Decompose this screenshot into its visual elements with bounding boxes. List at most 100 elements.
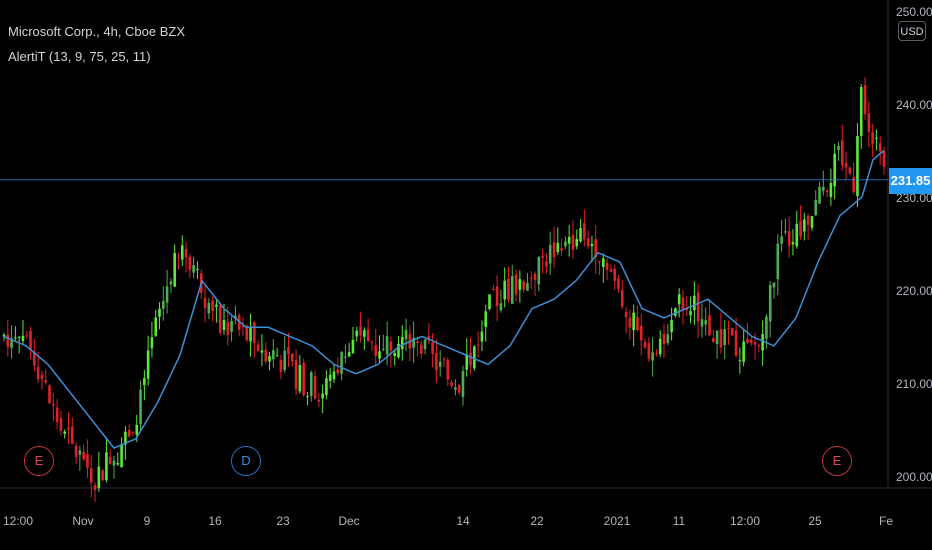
candle-body [321, 393, 324, 399]
candle-body [404, 329, 408, 340]
moving-average-line [3, 149, 885, 450]
candle-body [382, 348, 385, 350]
candle-body [681, 297, 685, 310]
candle-body [719, 328, 723, 348]
candle-body [290, 353, 294, 362]
candle-body [313, 376, 317, 399]
candle-body [135, 424, 139, 435]
candle-body [143, 378, 146, 386]
candle-body [374, 345, 378, 356]
candle-body [768, 285, 772, 322]
candle-body [564, 241, 567, 247]
dividend-event-marker[interactable]: D [231, 446, 261, 476]
candle-body [772, 282, 776, 288]
candle-body [571, 234, 575, 250]
time-axis: 12:00 Nov 9 16 23 Dec 14 22 2021 11 12:00 25 Fe [3, 514, 893, 528]
candle-body [378, 351, 381, 359]
candle-body [822, 187, 825, 191]
candle-body [55, 407, 59, 423]
candle-body [82, 451, 85, 460]
candle-body [666, 334, 670, 343]
candle-body [389, 341, 393, 351]
candle-body [196, 268, 199, 270]
candle-body [120, 444, 123, 468]
candle-body [651, 352, 654, 361]
candle-body [859, 87, 863, 136]
candle-body [784, 231, 787, 233]
candle-body [613, 268, 616, 281]
candle-body [173, 253, 176, 287]
x-tick-label: Fe [879, 514, 893, 528]
candle-body [689, 311, 692, 316]
candle-body [272, 350, 275, 360]
symbol-legend[interactable]: Microsoft Corp., 4h, Cboe BZX [8, 24, 186, 39]
candle-body [454, 387, 457, 390]
candle-body [806, 215, 810, 225]
candle-body [609, 269, 613, 272]
candle-body [347, 352, 351, 357]
candle-body [712, 338, 715, 343]
candle-body [150, 337, 154, 349]
candle-body [385, 336, 389, 355]
x-tick-label: 11 [673, 514, 686, 528]
candle-body [658, 338, 662, 355]
candle-body [636, 316, 639, 331]
candle-body [14, 337, 17, 339]
candle-body [116, 462, 120, 465]
candle-body [492, 289, 495, 291]
candle-body [450, 382, 453, 387]
candle-body [590, 243, 594, 247]
candle-body [620, 290, 624, 307]
candle-body [579, 228, 582, 242]
x-tick-label: 2021 [604, 514, 631, 528]
candle-body [844, 163, 848, 168]
candle-body [867, 113, 871, 132]
candle-body [708, 315, 711, 336]
candle-body [624, 311, 628, 318]
candle-body [727, 327, 730, 329]
currency-button[interactable]: USD [898, 21, 926, 41]
candle-body [264, 349, 268, 362]
earnings-event-marker[interactable]: E [24, 446, 54, 476]
y-tick-label: 210.00 [896, 377, 932, 391]
candle-body [93, 485, 97, 491]
candle-body [207, 302, 211, 314]
candle-body [639, 325, 643, 341]
candle-body [560, 248, 563, 251]
candle-body [469, 352, 472, 366]
candle-body [423, 339, 427, 350]
x-tick-label: Dec [338, 514, 359, 528]
candle-body [795, 223, 799, 247]
candle-body [803, 219, 806, 232]
candle-body [325, 378, 328, 396]
indicator-legend[interactable]: AlertiT (13, 9, 75, 25, 11) [8, 49, 151, 64]
candle-body [776, 243, 780, 280]
candle-body [814, 200, 818, 216]
candle-body [332, 371, 336, 380]
candle-body [52, 404, 55, 406]
candle-body [351, 339, 355, 353]
candle-body [567, 236, 571, 244]
candle-body [400, 336, 404, 350]
candle-body [598, 260, 601, 262]
candle-body [674, 308, 677, 316]
candle-body [33, 351, 36, 366]
candle-body [59, 418, 63, 431]
candle-body [165, 286, 169, 303]
candle-body [25, 335, 29, 337]
candle-body [317, 400, 321, 402]
candle-body [131, 432, 135, 434]
candle-body [245, 325, 249, 340]
earnings-event-marker[interactable]: E [822, 446, 852, 476]
candle-body [461, 371, 465, 398]
candle-body [74, 445, 78, 457]
candle-body [438, 361, 442, 367]
candle-body [510, 275, 514, 304]
candle-body [344, 356, 347, 358]
candle-body [6, 334, 10, 347]
candle-body [499, 303, 503, 311]
candle-body [366, 329, 370, 342]
candle-body [696, 292, 700, 322]
candle-body [112, 460, 116, 466]
